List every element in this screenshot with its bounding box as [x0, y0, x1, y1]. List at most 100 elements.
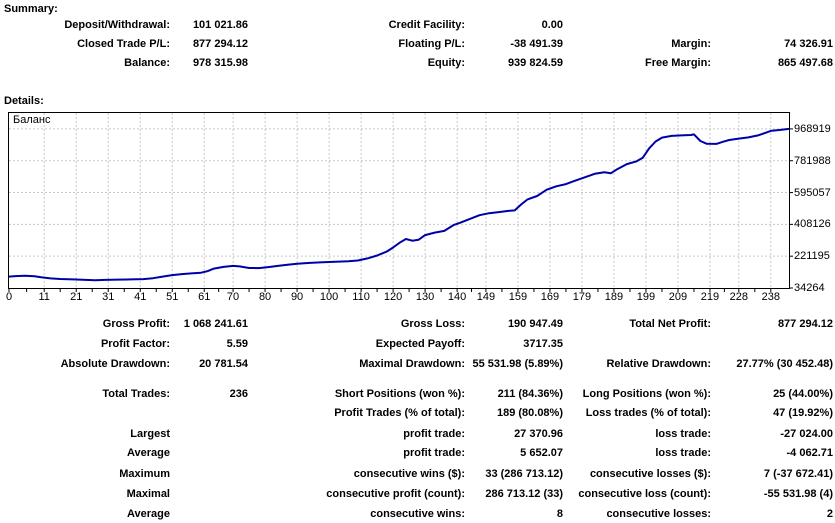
- x-axis-label: 169: [540, 291, 560, 303]
- stat-value: 27 370.96: [514, 428, 563, 440]
- stat-label: Average: [126, 447, 170, 459]
- x-axis-ticks: [8, 289, 772, 292]
- stat-row: Gross Profit: 1 068 241.61 Gross Loss: 190 …: [0, 318, 835, 332]
- stat-label: Free Margin:: [644, 57, 711, 69]
- details-heading: Details:: [4, 95, 44, 107]
- stat-value: 865 497.68: [777, 57, 833, 69]
- stat-value: -55 531.98 (4): [763, 488, 833, 500]
- stat-value: 47 (19.92%): [773, 407, 833, 419]
- stat-value: -38 491.39: [510, 38, 563, 50]
- stat-row: Total Trades: 236 Short Positions (won %):…: [0, 388, 835, 402]
- stat-label: consecutive wins ($):: [353, 468, 465, 480]
- stat-value: 1 068 241.61: [183, 318, 248, 330]
- stat-row: Closed Trade P/L: 877 294.12 Floating P/L:…: [0, 38, 835, 52]
- x-axis-label: 70: [226, 291, 240, 303]
- stat-value: 8: [556, 508, 563, 520]
- stat-label: Closed Trade P/L:: [77, 38, 170, 50]
- stat-row: Maximum consecutive wins ($): 33 (286 713.…: [0, 468, 835, 482]
- stat-value: 2: [826, 508, 833, 520]
- stat-label: Maximum: [119, 468, 170, 480]
- stat-label: Average: [126, 508, 170, 520]
- x-axis-label: 11: [38, 291, 50, 303]
- stat-label: Short Positions (won %):: [334, 388, 465, 400]
- stat-value: 3717.35: [523, 338, 563, 350]
- stat-value: 33 (286 713.12): [485, 468, 563, 480]
- x-axis-label: 21: [70, 291, 83, 303]
- x-axis-label: 140: [447, 291, 467, 303]
- x-axis-label: 61: [198, 291, 211, 303]
- stat-label: Profit Factor:: [100, 338, 170, 350]
- stat-row: Profit Factor: 5.59 Expected Payoff: 3717.3…: [0, 338, 835, 352]
- stat-label: Floating P/L:: [398, 38, 465, 50]
- stat-label: Long Positions (won %):: [582, 388, 711, 400]
- stat-value: 5 652.07: [520, 447, 563, 459]
- stat-value: 74 326.91: [784, 38, 833, 50]
- stat-value: 55 531.98 (5.89%): [472, 358, 563, 370]
- x-axis-label: 130: [415, 291, 435, 303]
- balance-chart-plot: [9, 113, 789, 288]
- stat-label: Total Net Profit:: [629, 318, 711, 330]
- stat-value: 25 (44.00%): [773, 388, 833, 400]
- x-axis-label: 41: [134, 291, 147, 303]
- x-axis-label: 51: [166, 291, 179, 303]
- stat-value: -27 024.00: [780, 428, 833, 440]
- stat-value: 190 947.49: [507, 318, 563, 330]
- stat-value: 877 294.12: [192, 38, 248, 50]
- stat-value: 877 294.12: [777, 318, 833, 330]
- stat-value: -4 062.71: [786, 447, 833, 459]
- chart-title: Баланс: [13, 114, 51, 126]
- summary-heading: Summary:: [4, 3, 58, 15]
- stat-row: Largest profit trade: 27 370.96 loss trade:…: [0, 428, 835, 442]
- stat-value: 0.00: [541, 19, 563, 31]
- x-axis-label: 80: [258, 291, 272, 303]
- x-axis-label: 209: [668, 291, 688, 303]
- stat-value: 5.59: [226, 338, 248, 350]
- stat-value: 211 (84.36%): [497, 388, 563, 400]
- x-axis-label: 149: [476, 291, 496, 303]
- x-axis-label: 219: [700, 291, 720, 303]
- stat-label: Equity:: [427, 57, 465, 69]
- stat-value: 236: [229, 388, 248, 400]
- x-axis-label: 120: [383, 291, 403, 303]
- stat-label: Absolute Drawdown:: [60, 358, 170, 370]
- stat-value: 27.77% (30 452.48): [736, 358, 833, 370]
- y-axis-label: 408126: [794, 218, 831, 231]
- stat-label: Credit Facility:: [388, 19, 465, 31]
- stat-row: Absolute Drawdown: 20 781.54 Maximal Drawd…: [0, 358, 835, 372]
- stat-label: profit trade:: [403, 447, 465, 459]
- stat-label: consecutive loss (count):: [578, 488, 711, 500]
- x-axis-label: 110: [352, 291, 370, 303]
- stat-label: Balance:: [124, 57, 170, 69]
- stat-label: Maximal: [126, 488, 170, 500]
- balance-chart: Баланс: [8, 112, 790, 289]
- stat-label: Maximal Drawdown:: [359, 358, 465, 370]
- x-axis-label: 0: [5, 291, 13, 303]
- y-axis-label: 34264: [794, 282, 825, 294]
- stat-row: Average profit trade: 5 652.07 loss trade: -…: [0, 447, 835, 461]
- stat-row: Balance: 978 315.98 Equity: 939 824.59 Free …: [0, 57, 835, 71]
- stat-label: Largest: [130, 428, 170, 440]
- stat-label: loss trade:: [655, 428, 711, 440]
- y-axis-label: 968919: [794, 122, 831, 135]
- stat-label: consecutive losses:: [606, 508, 711, 520]
- stat-label: Gross Loss:: [400, 318, 465, 330]
- x-axis-label: 228: [729, 291, 748, 303]
- stat-value: 286 713.12 (33): [485, 488, 563, 500]
- stat-label: Loss trades (% of total):: [585, 407, 711, 419]
- stat-row: Maximal consecutive profit (count): 286 71…: [0, 488, 835, 502]
- y-axis-label: 781988: [794, 154, 831, 167]
- stat-label: Expected Payoff:: [375, 338, 465, 350]
- y-axis-label: 221195: [794, 250, 830, 263]
- stat-value: 189 (80.08%): [496, 407, 563, 419]
- stat-value: 20 781.54: [199, 358, 248, 370]
- y-axis-ticks: [790, 128, 793, 289]
- x-axis-label: 238: [761, 291, 780, 303]
- stat-label: Profit Trades (% of total):: [334, 407, 465, 419]
- stat-label: Gross Profit:: [102, 318, 170, 330]
- stat-row: Average consecutive wins: 8 consecutive los…: [0, 508, 835, 522]
- stat-label: Total Trades:: [102, 388, 170, 400]
- stat-value: 101 021.86: [192, 19, 248, 31]
- stat-label: Margin:: [671, 38, 711, 50]
- x-axis-label: 100: [319, 291, 339, 303]
- x-axis-label: 159: [508, 291, 528, 303]
